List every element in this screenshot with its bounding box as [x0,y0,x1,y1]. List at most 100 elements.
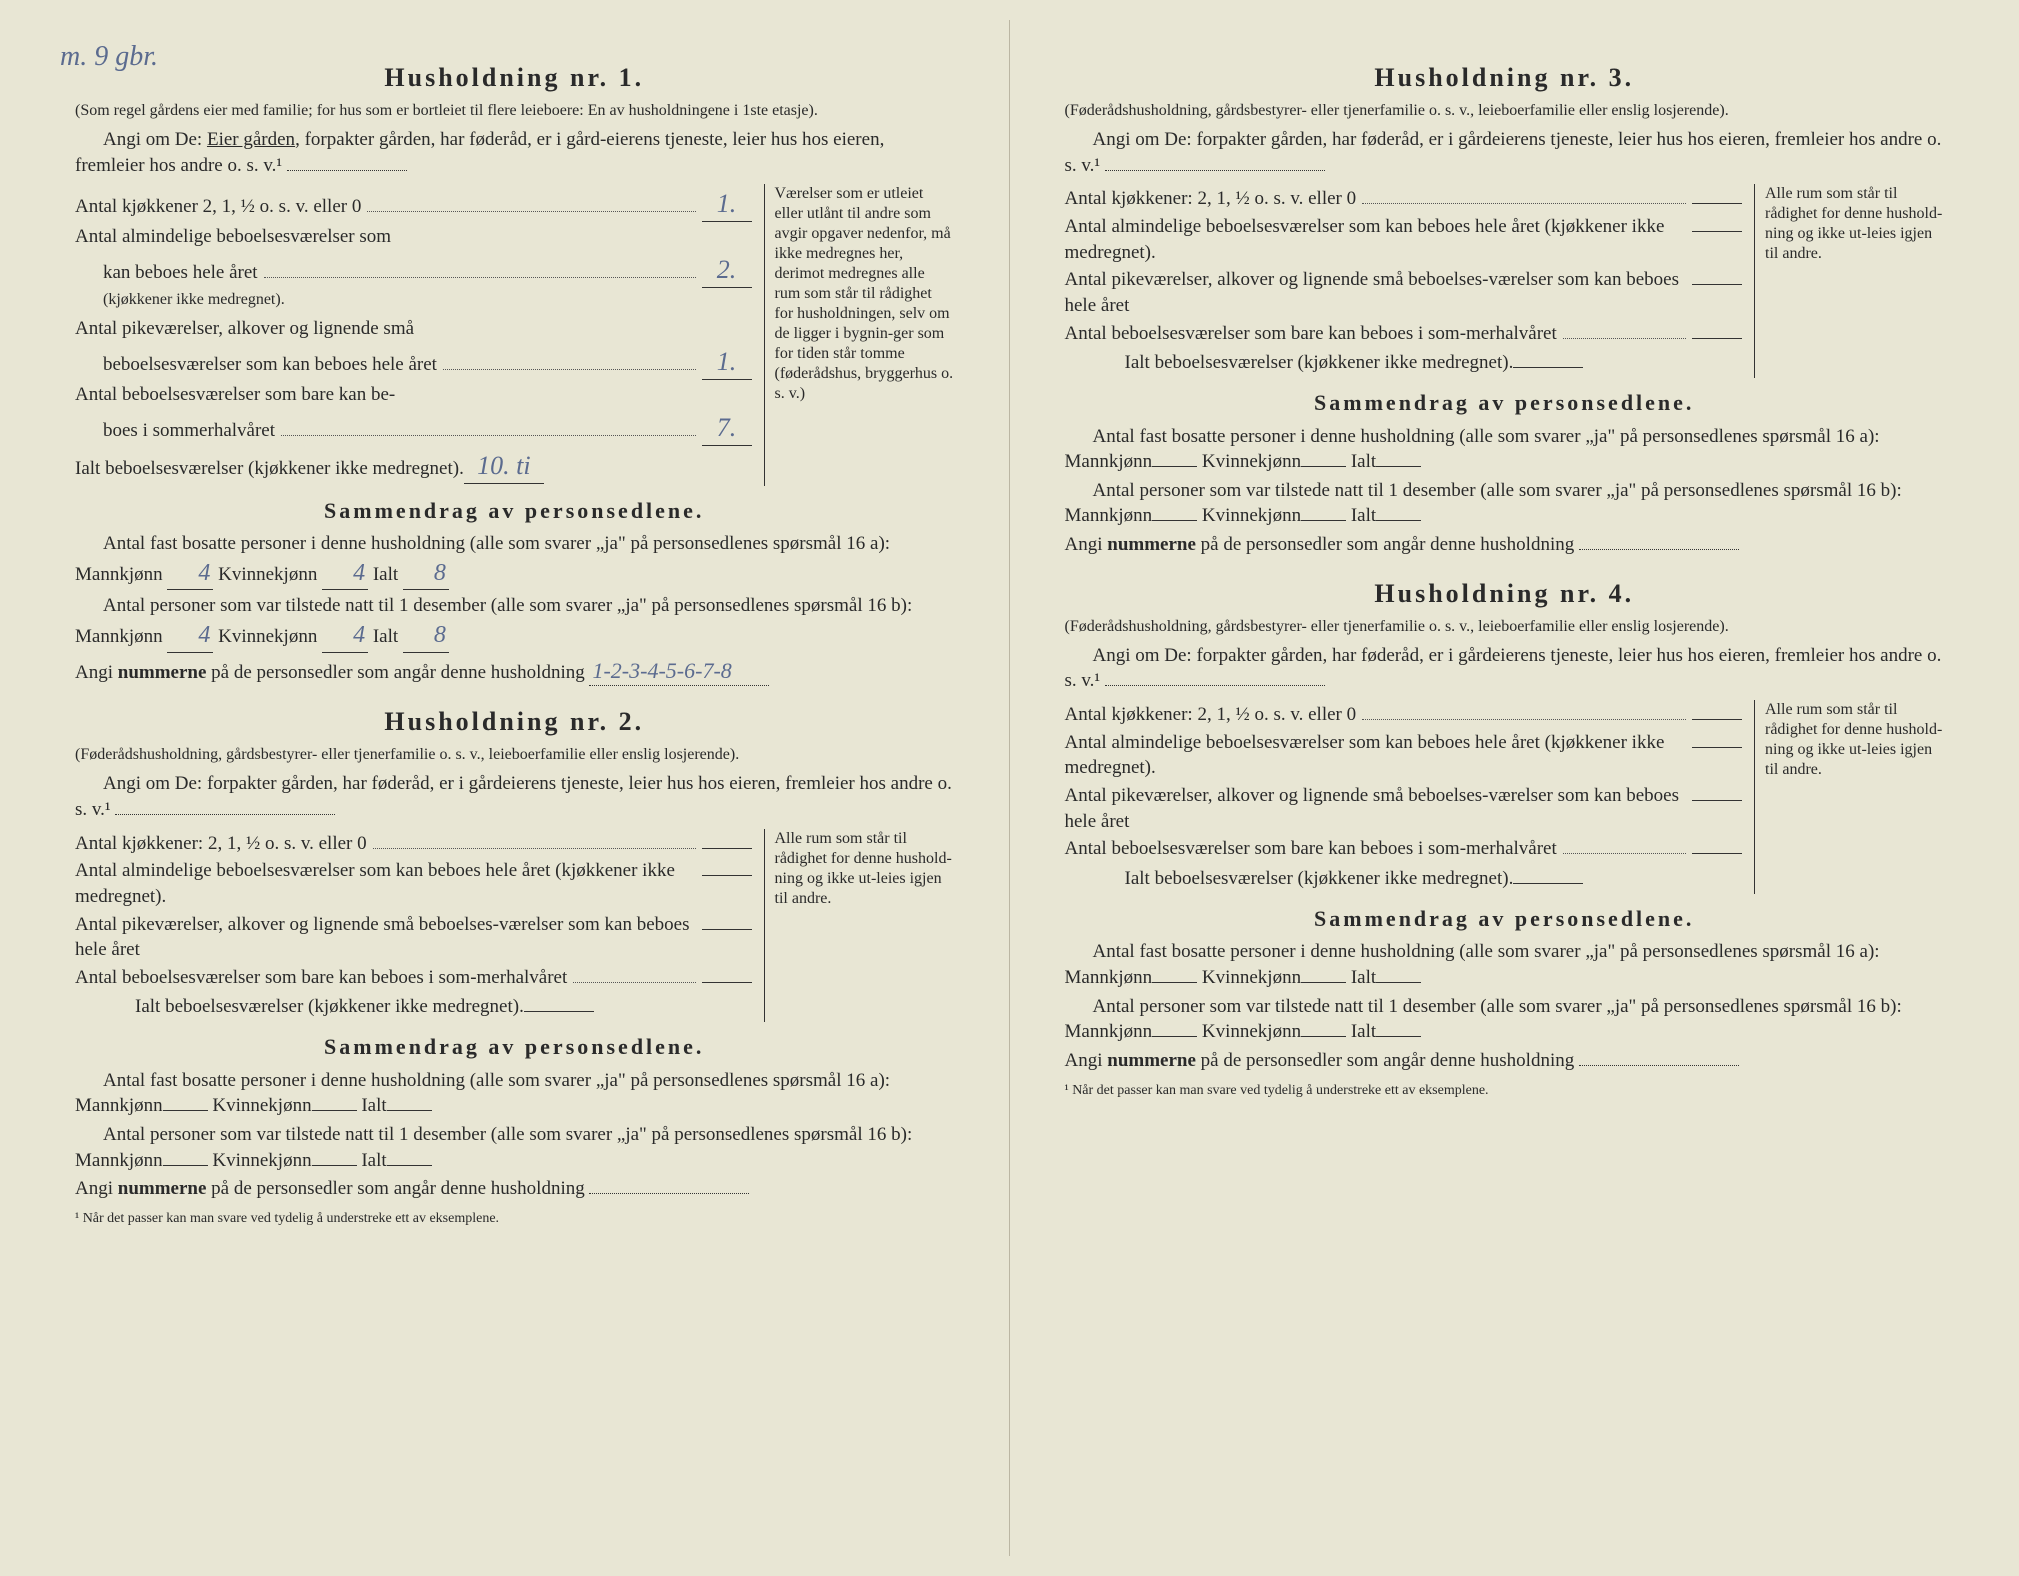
angi-blank [115,814,335,815]
hh1-almindelige-2: kan beboes hele året 2. [75,252,752,288]
l: Ialt beboelsesværelser (kjøkkener ikke m… [1125,350,1514,376]
household-4: Husholdning nr. 4. (Føderådshusholdning,… [1065,576,1945,1101]
b [1692,203,1742,204]
hh3-rooms: Antal kjøkkener: 2, 1, ½ o. s. v. eller … [1065,184,1743,377]
hh1-pike-2: beboelsesværelser som kan beboes hele år… [75,344,752,380]
hh1-rooms-block: Antal kjøkkener 2, 1, ½ o. s. v. eller 0… [75,184,954,485]
b [1692,338,1742,339]
r5: Ialt beboelsesværelser (kjøkkener ikke m… [1065,866,1743,892]
value: 1. [702,186,752,222]
blank [702,875,752,876]
dots [443,353,696,370]
k: Kvinnekjønn [1202,451,1301,472]
mv [1152,982,1197,983]
footnote-left: ¹ Når det passer kan man svare ved tydel… [75,1210,954,1229]
l: Antal pikeværelser, alkover og lignende … [1065,783,1681,834]
household-2: Husholdning nr. 2. (Føderådshusholdning,… [75,704,954,1229]
hh3-angi: Angi om De: forpakter gården, har føderå… [1065,127,1945,178]
label: Antal fast bosatte personer i denne hush… [103,1070,890,1091]
angi-blank [287,170,407,171]
r1: Antal kjøkkener: 2, 1, ½ o. s. v. eller … [75,831,752,857]
hh4-fast: Antal fast bosatte personer i denne hush… [1065,939,1945,990]
m: Mannkjønn [1065,505,1153,526]
b [1692,284,1742,285]
hh2-fast: Antal fast bosatte personer i denne hush… [75,1068,954,1119]
m: Mannkjønn [75,1150,163,1171]
mv [1152,1036,1197,1037]
angi-prefix: Angi om De: [103,773,202,794]
hh3-fast: Antal fast bosatte personer i denne hush… [1065,424,1945,475]
r4: Antal beboelsesværelser som bare kan beb… [1065,836,1743,862]
blank [589,1193,749,1194]
page-left: m. 9 gbr. Husholdning nr. 1. (Som regel … [20,20,1010,1556]
angi-prefix: Angi om De: [103,129,202,150]
i: Ialt [361,1150,386,1171]
hh1-nummer: Angi nummerne på de personsedler som ang… [75,656,954,687]
hh1-rooms: Antal kjøkkener 2, 1, ½ o. s. v. eller 0… [75,184,752,485]
k: Kvinnekjønn [1202,967,1301,988]
hh4-rooms: Antal kjøkkener: 2, 1, ½ o. s. v. eller … [1065,700,1743,893]
hh4-tilstede: Antal personer som var tilstede natt til… [1065,994,1945,1045]
kvinne-label: Kvinnekjønn [218,626,317,647]
label: Angi nummerne på de personsedler som ang… [75,662,585,683]
l: Antal pikeværelser, alkover og lignende … [1065,267,1681,318]
ialt-label: Ialt [373,626,398,647]
hh2-note: (Føderådshusholdning, gårdsbestyrer- ell… [75,745,954,765]
hh1-ialt: Ialt beboelsesværelser (kjøkkener ikke m… [75,448,752,484]
kv [1301,1036,1346,1037]
hh4-sidebar: Alle rum som står til rådighet for denne… [1754,700,1944,893]
kv [312,1165,357,1166]
value: 1. [702,344,752,380]
label: kan beboes hele året [103,260,258,286]
i: Ialt [1351,505,1376,526]
mv [163,1110,208,1111]
hh4-title: Husholdning nr. 4. [1065,576,1945,611]
o: forpakter gården, har føderåd, er i gård… [1065,129,1942,176]
nummerne-bold: nummerne [118,662,207,683]
m: Mannkjønn [1065,451,1153,472]
l: Antal almindelige beboelsesværelser som … [1065,730,1681,781]
hh2-title: Husholdning nr. 2. [75,704,954,739]
dots [264,261,696,278]
r4: Antal beboelsesværelser som bare kan beb… [1065,321,1743,347]
iv [1376,520,1421,521]
hh2-tilstede: Antal personer som var tilstede natt til… [75,1122,954,1173]
m: Mannkjønn [1065,967,1153,988]
household-3: Husholdning nr. 3. (Føderådshusholdning,… [1065,60,1945,558]
hh1-kjokken: Antal kjøkkener 2, 1, ½ o. s. v. eller 0… [75,186,752,222]
blank [702,982,752,983]
hh1-title: Husholdning nr. 1. [75,60,954,95]
blank [702,929,752,930]
household-1: Husholdning nr. 1. (Som regel gårdens ei… [75,60,954,686]
hh1-sidebar: Værelser som er utleiet eller utlånt til… [764,184,954,485]
hh4-nummer: Angi nummerne på de personsedler som ang… [1065,1048,1945,1074]
d [1362,703,1686,720]
hh2-rooms: Antal kjøkkener: 2, 1, ½ o. s. v. eller … [75,829,752,1022]
b [1692,853,1742,854]
hh1-tilstede: Antal personer som var tilstede natt til… [75,593,954,652]
label: boes i sommerhalvåret [103,418,275,444]
r3: Antal pikeværelser, alkover og lignende … [75,912,752,963]
r1: Antal kjøkkener: 2, 1, ½ o. s. v. eller … [1065,186,1743,212]
label: Angi nummerne på de personsedler som ang… [75,1178,585,1199]
kvinne-label: Kvinnekjønn [218,564,317,585]
iv [1376,466,1421,467]
r5: Ialt beboelsesværelser (kjøkkener ikke m… [75,994,752,1020]
kv [1301,982,1346,983]
nb: nummerne [1107,1050,1196,1071]
hh1-sommer: Antal beboelsesværelser som bare kan be- [75,382,752,408]
b [1692,719,1742,720]
b [1692,747,1742,748]
footnote-right: ¹ Når det passer kan man svare ved tydel… [1065,1082,1945,1101]
kv [1301,466,1346,467]
b [1579,1065,1739,1066]
b [1579,549,1739,550]
nb: nummerne [118,1178,207,1199]
angi-eier: Eier gården [207,129,295,150]
r1: Antal kjøkkener: 2, 1, ½ o. s. v. eller … [1065,702,1743,728]
p: Angi om De: [1093,645,1192,666]
iv [387,1165,432,1166]
kv [1301,520,1346,521]
ialt-val: 8 [403,619,449,652]
m: Mannkjønn [1065,1021,1153,1042]
